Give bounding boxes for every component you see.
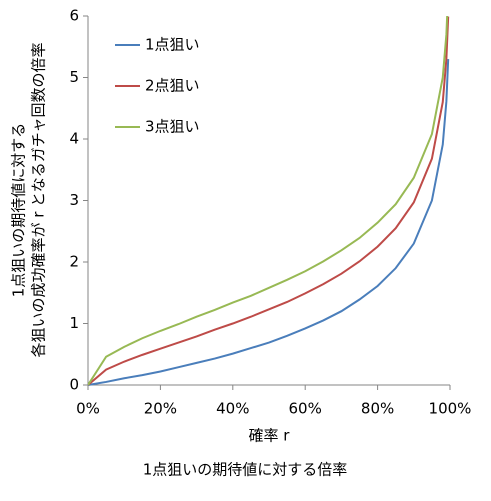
y-tick-label: 3 [69,191,79,209]
series-line [88,59,450,386]
x-tick-label: 80% [361,400,394,418]
y-axis-label: 各狙いの成功確率が r となるガチャ回数の倍率 [30,42,48,357]
legend-label: 3点狙い [145,118,200,136]
y-tick-label: 1 [69,314,79,332]
y-axis-label: 1点狙いの期待値に対する [10,123,28,298]
series-line [88,16,450,386]
x-tick-label: 60% [289,400,322,418]
series-line [88,16,449,386]
x-tick-label: 0% [76,400,100,418]
x-axis-label: 確率 r [249,427,291,445]
y-tick-label: 5 [69,68,79,86]
legend-label: 1点狙い [145,36,200,54]
x-tick-label: 40% [216,400,249,418]
chart-title: 1点狙いの期待値に対する倍率 [143,461,348,479]
y-tick-label: 6 [69,7,79,25]
x-tick-label: 20% [144,400,177,418]
y-tick-label: 4 [69,130,79,148]
x-tick-label: 100% [429,400,472,418]
y-tick-label: 2 [69,253,79,271]
legend-label: 2点狙い [145,77,200,95]
y-tick-label: 0 [69,376,79,394]
